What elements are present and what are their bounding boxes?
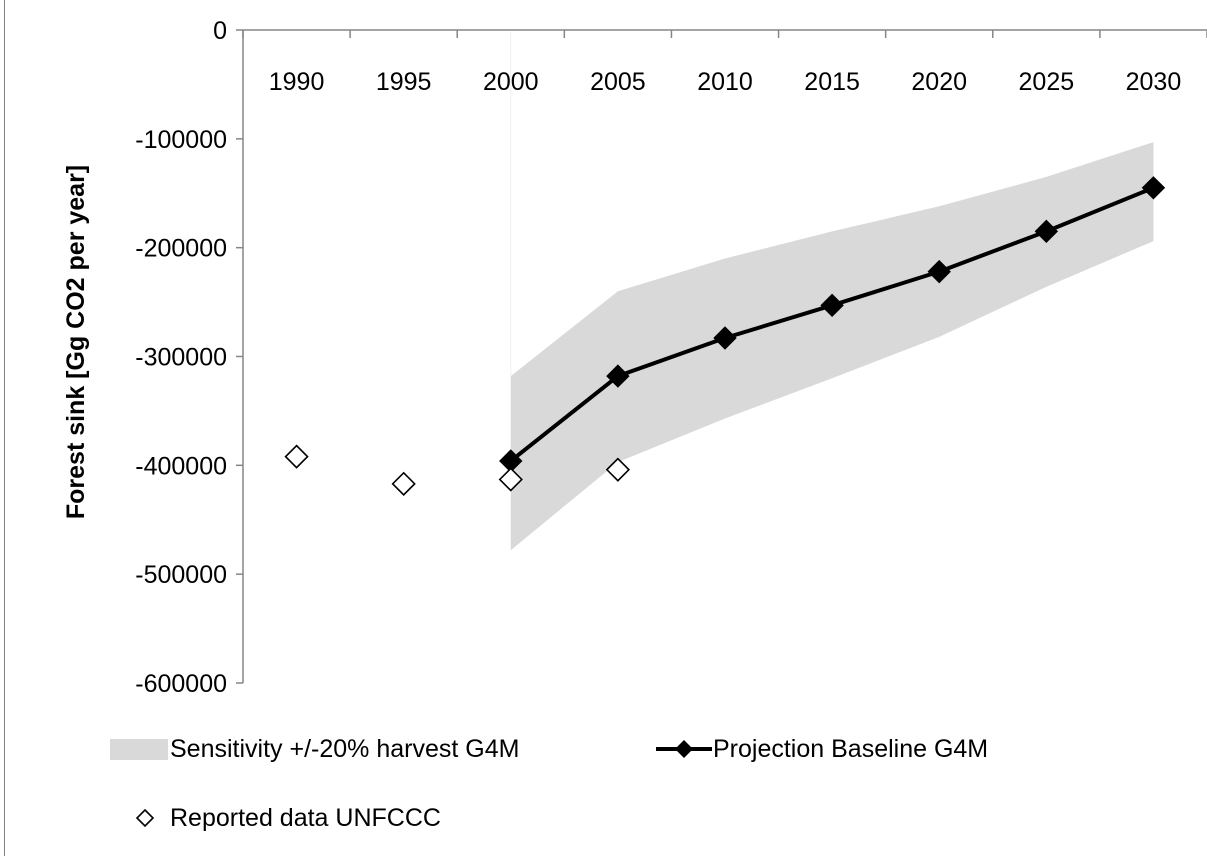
y-axis-title: Forest sink [Gg CO2 per year] — [62, 165, 90, 519]
y-tick-label: -500000 — [135, 561, 227, 589]
y-tick-label: 0 — [213, 17, 227, 45]
projection-point — [820, 293, 844, 318]
legend-swatch-reported — [135, 808, 155, 828]
tick-label-layer: 0 -100000 -200000 -300000 -400000 -500000 -600… — [135, 17, 1181, 698]
y-tick-label: -300000 — [135, 344, 227, 372]
x-tick-label: 2030 — [1126, 68, 1182, 96]
x-tick-label: 2010 — [697, 68, 753, 96]
legend-swatch-sensitivity — [110, 739, 168, 760]
legend-label-reported: Reported data UNFCCC — [170, 804, 441, 832]
projection-point — [713, 326, 737, 350]
y-tick-label: -200000 — [135, 235, 227, 263]
chart-area: 0 -100000 -200000 -300000 -400000 -500000 -600… — [4, 0, 1207, 856]
reported-point — [391, 471, 416, 496]
projection-point — [927, 259, 951, 284]
x-tick-label: 2005 — [590, 68, 646, 96]
legend-swatch-projection-marker — [675, 740, 693, 758]
sensitivity-band-area — [510, 142, 1154, 551]
axis-layer — [236, 29, 1207, 684]
projection-point — [606, 364, 630, 388]
legend-label-projection: Projection Baseline G4M — [713, 735, 988, 763]
x-tick-label: 2025 — [1019, 68, 1075, 96]
reported-point — [498, 467, 523, 492]
chart-svg: 0 -100000 -200000 -300000 -400000 -500000 -600… — [62, 17, 1207, 832]
y-tick-label: -100000 — [135, 126, 227, 154]
legend: Sensitivity +/-20% harvest G4M Projection… — [110, 735, 988, 832]
x-tick-label: 2015 — [804, 68, 860, 96]
series-layer — [284, 176, 1166, 496]
legend-label-sensitivity: Sensitivity +/-20% harvest G4M — [170, 735, 519, 763]
x-tick-label: 2020 — [911, 68, 967, 96]
projection-point — [1141, 176, 1166, 200]
sensitivity-band-layer — [510, 32, 1154, 551]
x-tick-label: 2000 — [483, 68, 539, 96]
y-tick-label: -600000 — [135, 670, 227, 698]
y-tick-label: -400000 — [135, 452, 227, 480]
projection-point — [1034, 219, 1059, 244]
reported-point — [605, 457, 631, 482]
x-tick-label: 1995 — [376, 68, 432, 96]
reported-point — [284, 444, 309, 469]
x-tick-label: 1990 — [269, 68, 325, 96]
